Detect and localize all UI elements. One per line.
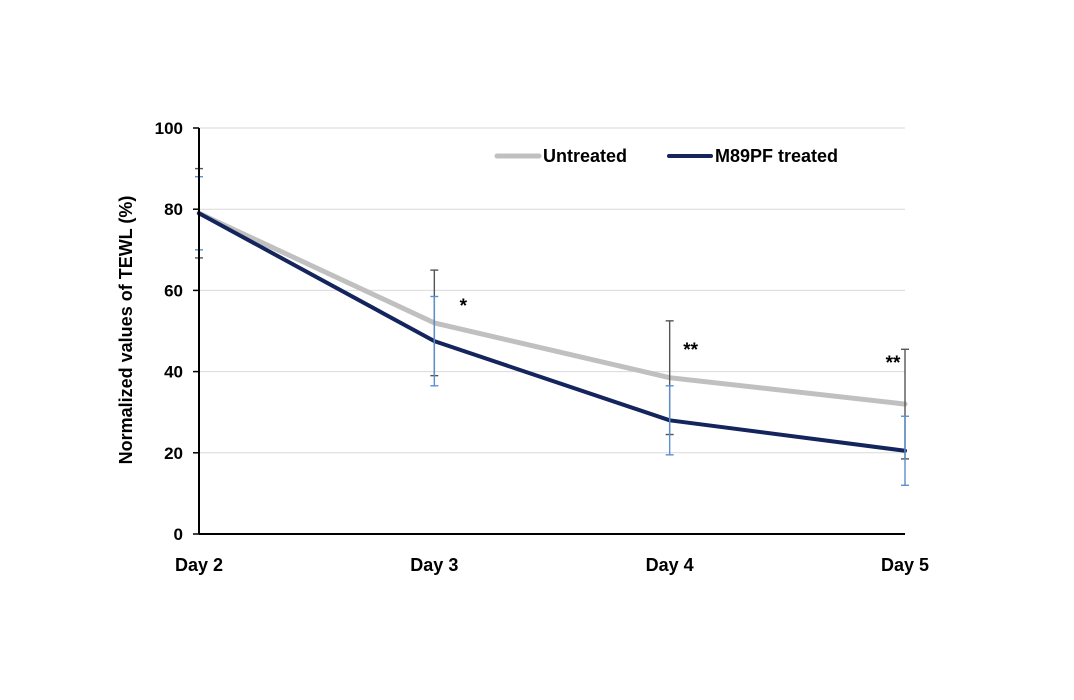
x-tick-label: Day 2 <box>175 555 223 575</box>
y-tick-label: 100 <box>155 119 183 138</box>
gridlines <box>193 127 905 535</box>
legend-label-1: Untreated <box>543 146 627 166</box>
significance-marker: * <box>460 296 468 317</box>
y-tick-label: 20 <box>164 444 183 463</box>
significance-annotations: ***** <box>460 296 901 374</box>
series-line-2 <box>197 211 907 453</box>
series-lines <box>196 210 908 453</box>
x-tick-label: Day 4 <box>646 555 694 575</box>
significance-marker: ** <box>886 353 901 374</box>
x-tick-label: Day 5 <box>881 555 929 575</box>
y-tick-label: 0 <box>174 525 183 544</box>
y-axis-label: Normalized values of TEWL (%) <box>116 196 136 465</box>
significance-marker: ** <box>683 340 698 361</box>
y-tick-label: 40 <box>164 363 183 382</box>
y-tick-label: 60 <box>164 281 183 300</box>
y-tick-label: 80 <box>164 200 183 219</box>
series-line-1 <box>196 210 908 407</box>
axes <box>198 128 905 535</box>
tick-labels: 0 20 40 60 80 100 Day 2 Day 3 Day 4 Day 5 <box>155 119 929 575</box>
legend: Untreated M89PF treated <box>494 146 838 166</box>
x-tick-label: Day 3 <box>410 555 458 575</box>
legend-label-2: M89PF treated <box>715 146 838 166</box>
